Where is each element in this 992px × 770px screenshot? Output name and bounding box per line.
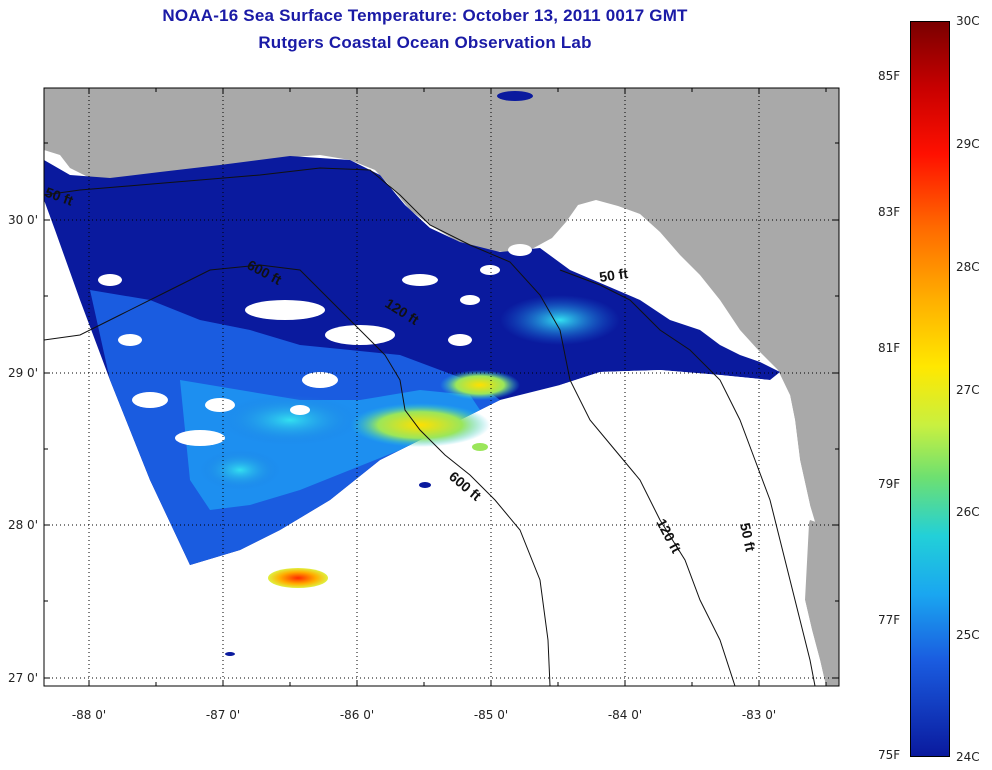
graticule xyxy=(44,88,839,686)
small-blob xyxy=(497,91,533,101)
warm-patch xyxy=(440,370,520,400)
axis-ticks xyxy=(44,88,839,686)
colorbar-label-c: 27C xyxy=(956,383,980,397)
small-blob xyxy=(225,652,235,656)
contour-label: 50 ft xyxy=(737,521,759,553)
warm-patch xyxy=(350,403,490,447)
cyan-patch xyxy=(500,295,620,345)
colorbar-label-f: 85F xyxy=(878,69,901,83)
lat-tick-label: 30 0' xyxy=(8,213,38,227)
cyan-patch xyxy=(220,395,360,445)
colorbar-label-f: 77F xyxy=(878,613,901,627)
land-area xyxy=(44,88,839,545)
plot-border xyxy=(43,87,840,687)
lon-tick-label: -85 0' xyxy=(474,708,508,722)
small-blob xyxy=(472,443,488,451)
colorbar-label-c: 28C xyxy=(956,260,980,274)
lon-tick-label: -88 0' xyxy=(72,708,106,722)
colorbar-label-f: 75F xyxy=(878,748,901,762)
lon-tick-label: -83 0' xyxy=(742,708,776,722)
lon-tick-label: -87 0' xyxy=(206,708,240,722)
bathymetry-contours xyxy=(44,167,816,686)
cyan-patch xyxy=(200,450,280,490)
lat-tick-label: 28 0' xyxy=(8,518,38,532)
colorbar-label-c: 25C xyxy=(956,628,980,642)
chart-title: NOAA-16 Sea Surface Temperature: October… xyxy=(162,6,688,25)
lon-tick-label: -86 0' xyxy=(340,708,374,722)
colorbar-label-c: 29C xyxy=(956,137,980,151)
colorbar xyxy=(910,21,950,757)
chart-subtitle: Rutgers Coastal Ocean Observation Lab xyxy=(258,33,592,52)
small-blob xyxy=(419,482,431,488)
colorbar-label-c: 26C xyxy=(956,505,980,519)
lon-tick-label: -84 0' xyxy=(608,708,642,722)
cloud-gaps xyxy=(98,244,532,446)
lat-tick-label: 27 0' xyxy=(8,671,38,685)
colorbar-label-f: 83F xyxy=(878,205,901,219)
colorbar-label-f: 79F xyxy=(878,477,901,491)
colorbar-label-c: 24C xyxy=(956,750,980,764)
contour-label: 50 ft xyxy=(598,265,629,285)
nodata-area xyxy=(520,370,826,686)
lat-tick-label: 29 0' xyxy=(8,366,38,380)
colorbar-label-c: 30C xyxy=(956,14,980,28)
colorbar-label-f: 81F xyxy=(878,341,901,355)
land-peninsula xyxy=(798,520,839,686)
hot-spot xyxy=(268,568,328,588)
